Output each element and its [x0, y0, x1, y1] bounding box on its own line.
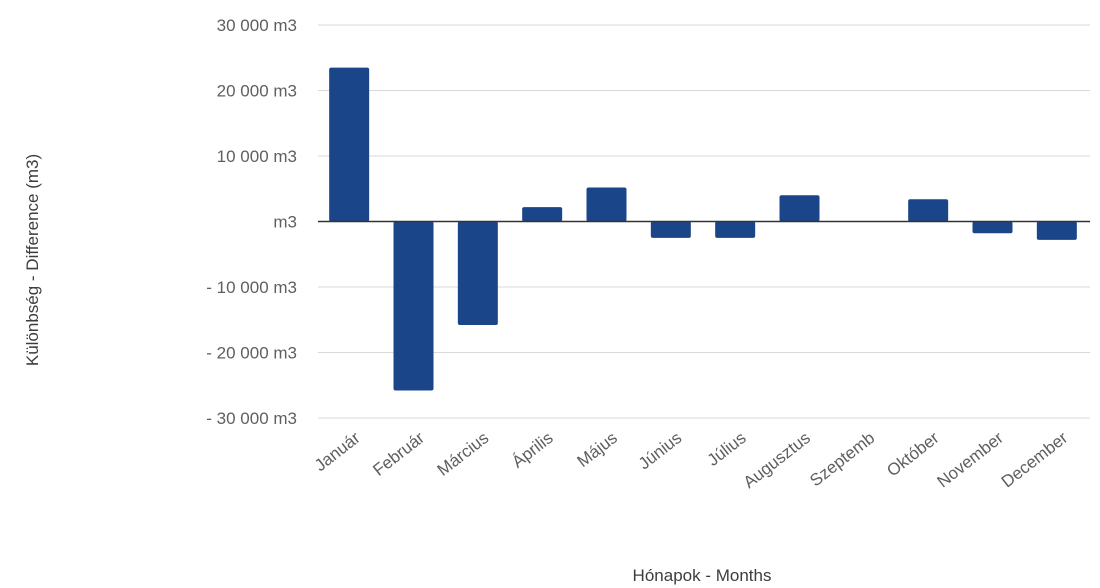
y-tick-label: m3 — [273, 213, 297, 232]
y-axis-title: Különbség - Difference (m3) — [23, 154, 42, 366]
bar — [650, 221, 691, 238]
bar — [908, 199, 949, 222]
x-tick-label: November — [933, 428, 1007, 491]
x-tick-label: Augusztus — [740, 428, 814, 492]
bar — [522, 207, 563, 222]
x-tick-label: Február — [369, 428, 428, 480]
x-tick-label: Október — [883, 428, 943, 480]
x-tick-label: Június — [635, 428, 685, 473]
bar — [972, 221, 1013, 234]
x-tick-label: December — [998, 428, 1072, 491]
bars — [329, 67, 1077, 391]
y-tick-label: - 20 000 m3 — [206, 344, 297, 363]
x-axis-ticks: Január Február Március Április Május Június Jú… — [311, 428, 1072, 492]
bar — [586, 187, 627, 222]
bar — [329, 67, 370, 222]
bar — [457, 221, 498, 325]
y-tick-label: 10 000 m3 — [217, 147, 297, 166]
x-tick-label: Május — [574, 428, 621, 471]
x-axis-title: Hónapok - Months — [633, 566, 772, 585]
y-tick-label: - 10 000 m3 — [206, 278, 297, 297]
x-tick-label: Július — [704, 428, 750, 470]
x-tick-label: Szeptemb — [806, 428, 878, 490]
gridlines — [318, 24, 1090, 419]
y-tick-label: 30 000 m3 — [217, 16, 297, 35]
bar — [1036, 221, 1077, 240]
x-tick-label: Március — [434, 428, 493, 480]
y-axis-ticks: 30 000 m3 20 000 m3 10 000 m3 m3 - 10 000 m3… — [206, 16, 297, 428]
x-tick-label: Január — [311, 428, 364, 475]
y-tick-label: - 30 000 m3 — [206, 409, 297, 428]
bar — [779, 195, 820, 222]
bar — [715, 221, 756, 238]
x-tick-label: Április — [508, 428, 556, 471]
y-tick-label: 20 000 m3 — [217, 82, 297, 101]
bar — [393, 221, 434, 391]
